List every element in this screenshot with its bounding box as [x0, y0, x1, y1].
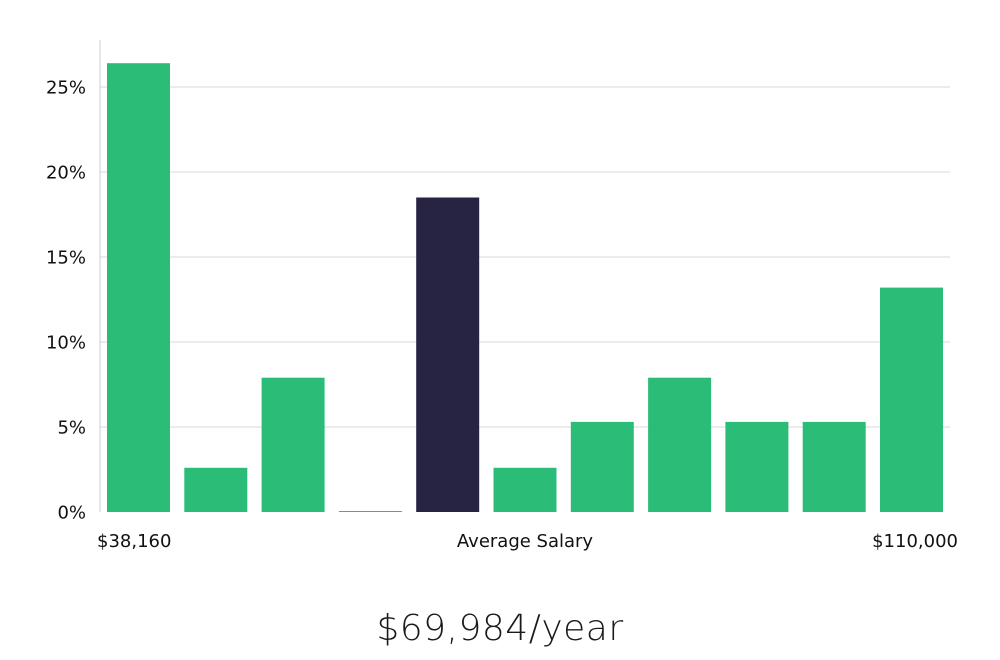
bar	[261, 377, 325, 512]
y-tick-label: 25%	[46, 78, 86, 99]
x-label-max: $110,000	[872, 531, 958, 552]
bar	[107, 63, 170, 512]
bar	[570, 421, 634, 512]
average-salary-value: $69,984/year	[376, 608, 624, 649]
bars	[107, 63, 943, 512]
bar	[338, 511, 402, 512]
x-label-min: $38,160	[97, 531, 171, 552]
gridlines	[100, 86, 950, 428]
y-tick-label: 5%	[57, 418, 86, 439]
x-label-center: Average Salary	[457, 531, 594, 552]
salary-distribution-chart: 0%5%10%15%20%25% $38,160 Average Salary …	[46, 40, 958, 552]
y-axis-ticks: 0% 5% 10% 15% 20% 25%	[46, 78, 86, 524]
y-tick-label: 0%	[57, 503, 86, 524]
y-tick-label: 10%	[46, 333, 86, 354]
y-tick-label: 15%	[46, 248, 86, 269]
bar	[880, 287, 943, 512]
bar	[184, 467, 248, 512]
y-tick-label: 20%	[46, 163, 86, 184]
bar	[648, 377, 712, 512]
bar	[802, 421, 866, 512]
bar-average-salary	[416, 197, 480, 512]
bar	[493, 467, 557, 512]
bar	[725, 421, 789, 512]
